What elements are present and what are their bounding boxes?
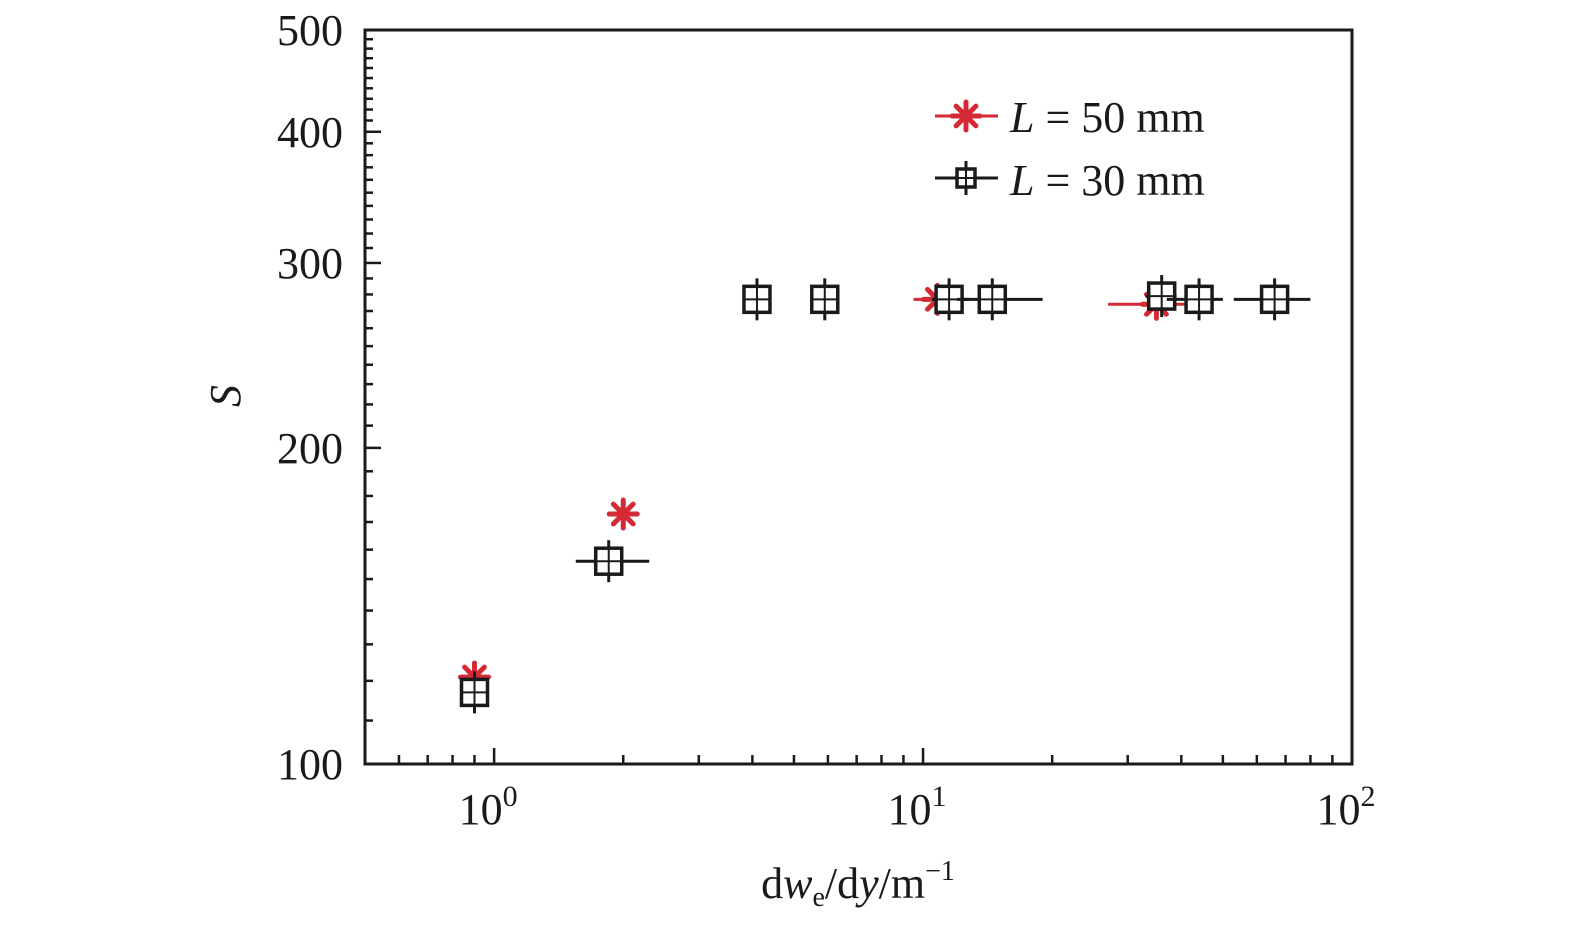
legend-label-l30: L = 30 mm	[1009, 156, 1205, 205]
data-series	[457, 275, 1311, 714]
x-tick-label: 102	[1317, 780, 1376, 834]
x-tick-label: 101	[888, 780, 947, 834]
data-point	[1233, 278, 1311, 321]
data-point	[1166, 278, 1223, 321]
y-axis-label: S	[201, 385, 250, 407]
legend-marker-asterisk	[935, 99, 998, 133]
series-l50	[457, 282, 1200, 694]
plot-frame	[363, 28, 1354, 766]
y-tick-label: 400	[277, 108, 343, 157]
y-tick-label: 100	[277, 740, 343, 789]
data-point	[459, 671, 490, 714]
data-point	[606, 497, 640, 531]
legend: L = 50 mm L = 30 mm	[935, 93, 1205, 205]
tick-labels: 100 200 300 400 500 100 101 102	[277, 6, 1376, 834]
legend-label-l50: L = 50 mm	[1009, 93, 1205, 142]
x-axis-label: dwe/dy/m−1	[761, 856, 955, 913]
data-point	[1145, 275, 1177, 318]
data-point	[810, 278, 840, 321]
data-point	[575, 540, 650, 583]
legend-entry-l50: L = 50 mm	[935, 93, 1205, 142]
y-tick-label: 300	[277, 239, 343, 288]
x-tick-label: 100	[459, 780, 518, 834]
y-tick-label: 500	[277, 6, 343, 55]
data-point	[742, 278, 772, 321]
series-l30	[459, 275, 1311, 714]
y-tick-label: 200	[277, 424, 343, 473]
legend-entry-l30: L = 30 mm	[935, 156, 1205, 205]
data-point	[957, 278, 1043, 321]
legend-marker-square-cross	[935, 161, 998, 195]
